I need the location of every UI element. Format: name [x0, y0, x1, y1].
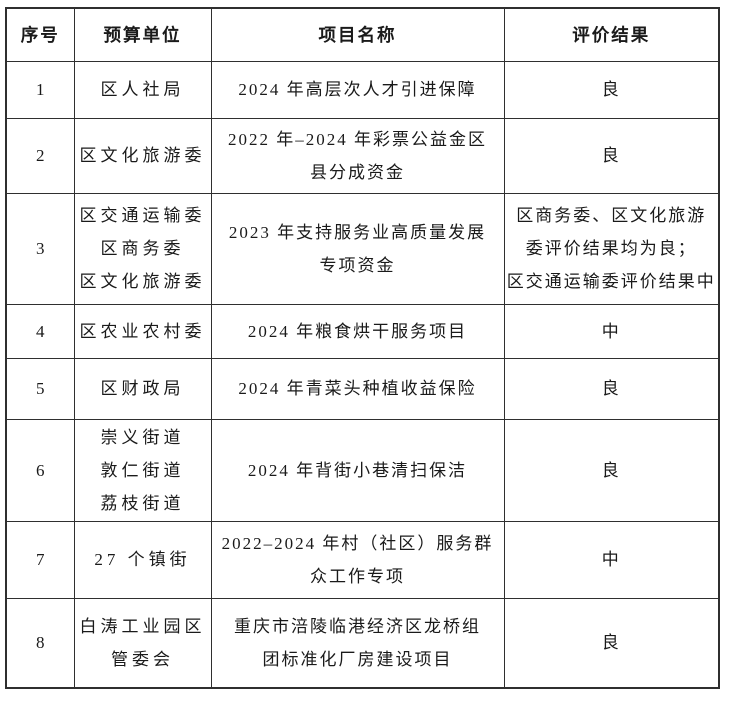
table-row: 4 区农业农村委 2024 年粮食烘干服务项目 中	[5, 303, 720, 359]
header-cell-unit: 预算单位	[73, 7, 212, 62]
cell-result: 良	[503, 597, 720, 689]
cell-no: 4	[5, 303, 75, 359]
cell-no: 5	[5, 357, 75, 420]
cell-no: 2	[5, 117, 75, 194]
cell-project: 2023 年支持服务业高质量发展 专项资金	[210, 192, 505, 305]
cell-unit: 区农业农村委	[73, 303, 212, 359]
table-row: 6 崇义街道 敦仁街道 荔枝街道 2024 年背街小巷清扫保洁 良	[5, 418, 720, 522]
cell-no: 8	[5, 597, 75, 689]
cell-result: 中	[503, 520, 720, 599]
cell-project: 2024 年高层次人才引进保障	[210, 60, 505, 119]
header-cell-project: 项目名称	[210, 7, 505, 62]
cell-no: 7	[5, 520, 75, 599]
table-row: 5 区财政局 2024 年青菜头种植收益保险 良	[5, 357, 720, 420]
cell-project: 重庆市涪陵临港经济区龙桥组 团标准化厂房建设项目	[210, 597, 505, 689]
cell-unit: 区文化旅游委	[73, 117, 212, 194]
table-row: 8 白涛工业园区 管委会 重庆市涪陵临港经济区龙桥组 团标准化厂房建设项目 良	[5, 597, 720, 689]
cell-result: 良	[503, 418, 720, 522]
cell-project: 2022–2024 年村（社区）服务群 众工作专项	[210, 520, 505, 599]
cell-result: 良	[503, 60, 720, 119]
cell-no: 6	[5, 418, 75, 522]
table-row: 2 区文化旅游委 2022 年–2024 年彩票公益金区 县分成资金 良	[5, 117, 720, 194]
cell-unit: 白涛工业园区 管委会	[73, 597, 212, 689]
cell-no: 3	[5, 192, 75, 305]
cell-result: 良	[503, 117, 720, 194]
cell-unit: 崇义街道 敦仁街道 荔枝街道	[73, 418, 212, 522]
cell-unit: 区人社局	[73, 60, 212, 119]
cell-project: 2024 年粮食烘干服务项目	[210, 303, 505, 359]
header-row: 序号 预算单位 项目名称 评价结果	[5, 7, 720, 62]
table-row: 7 27 个镇街 2022–2024 年村（社区）服务群 众工作专项 中	[5, 520, 720, 599]
cell-unit: 27 个镇街	[73, 520, 212, 599]
cell-result: 良	[503, 357, 720, 420]
cell-project: 2022 年–2024 年彩票公益金区 县分成资金	[210, 117, 505, 194]
cell-project: 2024 年背街小巷清扫保洁	[210, 418, 505, 522]
header-cell-result: 评价结果	[503, 7, 720, 62]
cell-project: 2024 年青菜头种植收益保险	[210, 357, 505, 420]
evaluation-table: 序号 预算单位 项目名称 评价结果 1 区人社局 2024 年高层次人才引进保障…	[5, 7, 720, 689]
cell-result: 中	[503, 303, 720, 359]
table-row: 1 区人社局 2024 年高层次人才引进保障 良	[5, 60, 720, 119]
cell-unit: 区交通运输委 区商务委 区文化旅游委	[73, 192, 212, 305]
cell-unit: 区财政局	[73, 357, 212, 420]
cell-result: 区商务委、区文化旅游 委评价结果均为良； 区交通运输委评价结果中	[503, 192, 720, 305]
table-row: 3 区交通运输委 区商务委 区文化旅游委 2023 年支持服务业高质量发展 专项…	[5, 192, 720, 305]
header-cell-no: 序号	[5, 7, 75, 62]
cell-no: 1	[5, 60, 75, 119]
